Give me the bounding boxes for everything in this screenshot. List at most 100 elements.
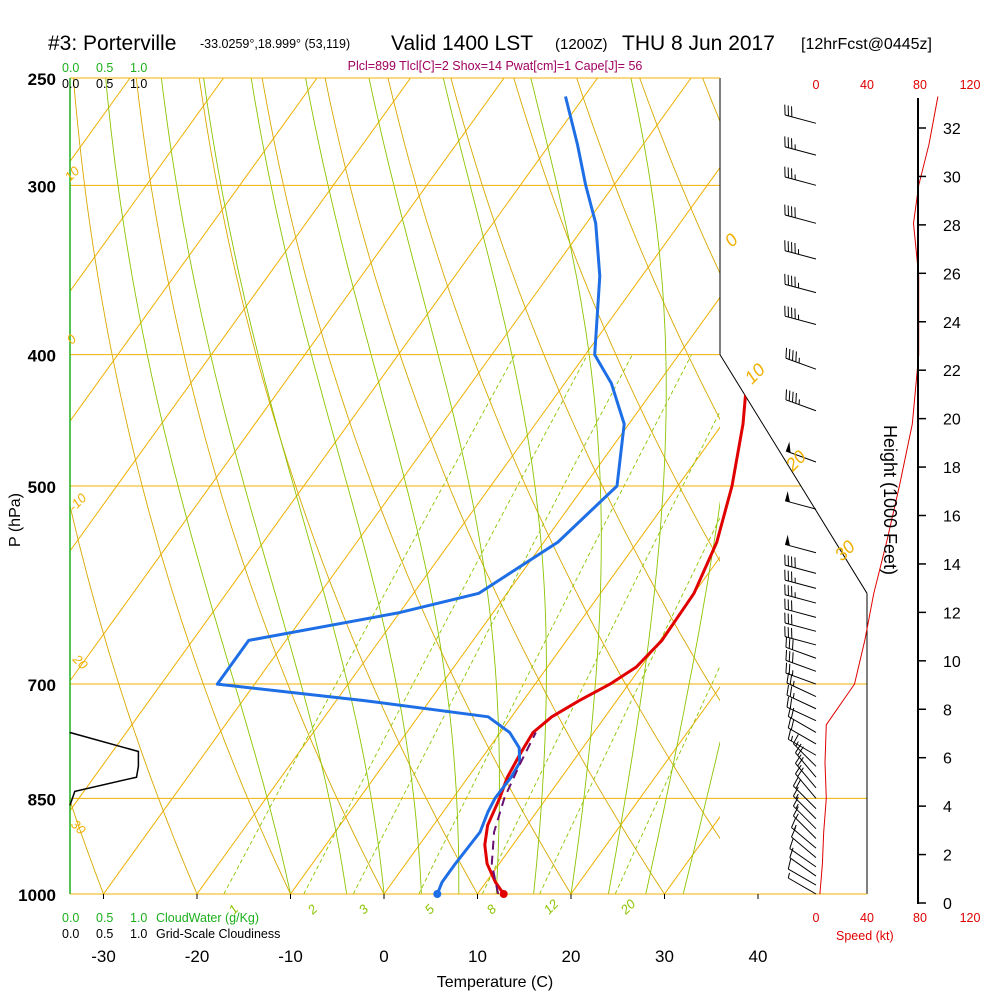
height-tick-label: 14	[943, 557, 961, 574]
adiabat-label: 0	[721, 230, 742, 251]
isotherm-line	[70, 78, 224, 293]
valid-time: Valid 1400 LST	[391, 32, 533, 55]
barb-full	[792, 796, 799, 807]
y-tick-label: 700	[28, 676, 56, 695]
cloudiness-scale-bottom: 0.5	[96, 927, 113, 941]
barb-half	[790, 735, 794, 742]
height-tick-label: 18	[943, 460, 961, 477]
barb-full	[795, 779, 802, 789]
y-tick-label: 250	[28, 70, 56, 89]
wind-barb	[792, 796, 817, 830]
barb-staff	[793, 743, 817, 767]
barb-full	[792, 806, 799, 817]
grid-clipped	[0, 78, 1000, 894]
barb-full	[789, 674, 793, 685]
barb-staff	[795, 752, 817, 778]
moist-adiabat	[203, 78, 385, 894]
speed-scale-bottom: 40	[860, 911, 874, 925]
speed-scale-bottom: 0	[813, 911, 820, 925]
barb-staff	[785, 357, 817, 370]
speed-scale-top: 80	[913, 78, 927, 92]
mixing-ratio-label: 12	[541, 896, 562, 917]
wind-barb	[785, 662, 817, 685]
wind-barb	[787, 858, 817, 886]
wind-barb	[791, 817, 817, 849]
barb-staff	[784, 146, 817, 156]
moist-adiabat	[607, 78, 667, 894]
moist-adiabat	[682, 740, 720, 894]
cloudiness-scale-bottom: 0.0	[62, 927, 79, 941]
height-tick-label: 20	[943, 412, 961, 429]
wind-barb	[785, 389, 817, 412]
cloudwater-label: CloudWater (g/Kg)	[156, 911, 259, 925]
barb-full	[791, 817, 797, 828]
isotherm-line	[852, 78, 1000, 894]
wind-barb	[784, 305, 817, 325]
barb-half	[792, 680, 795, 687]
panel-diagonal	[719, 354, 868, 594]
barb-staff	[784, 315, 817, 325]
barb-staff	[785, 450, 817, 463]
speed-scale-top: 40	[860, 78, 874, 92]
cloudwater-scale-bottom: 0.0	[62, 911, 79, 925]
wind-barb	[784, 240, 817, 260]
wind-barb	[791, 827, 817, 858]
barb-full	[788, 638, 791, 649]
height-tick-label: 2	[943, 848, 952, 865]
barb-staff	[793, 795, 817, 820]
barb-full	[790, 719, 795, 730]
barb-full	[785, 662, 788, 674]
wind-barb	[784, 554, 817, 574]
dry-adiabat	[387, 78, 720, 840]
grid-layer	[0, 77, 1000, 895]
barb-staff	[793, 815, 817, 839]
dry-adiabat	[450, 78, 720, 702]
station-title: #3: Porterville	[48, 32, 176, 55]
barb-flag	[785, 441, 791, 453]
data-layer	[69, 95, 808, 898]
dry-adiabat	[72, 78, 291, 894]
barb-staff	[793, 805, 817, 830]
mixing-ratio-line	[481, 410, 720, 894]
cloudwater-scale-bottom: 1.0	[130, 911, 147, 925]
wind-barb	[784, 104, 817, 124]
cloudwater-scale-top: 0.0	[62, 61, 79, 75]
barb-staff	[791, 827, 817, 849]
wind-barb	[792, 806, 817, 839]
y-tick-label: 500	[28, 478, 56, 497]
dry-adiabat	[0, 78, 10, 894]
barb-staff	[789, 857, 817, 877]
barb-full	[788, 348, 791, 360]
surface-temperature-dot	[499, 890, 508, 898]
barb-staff	[788, 738, 817, 756]
wind-barb	[792, 776, 817, 809]
barb-staff	[784, 250, 817, 260]
barb-full	[787, 858, 792, 870]
barb-half	[787, 872, 790, 879]
moist-adiabat	[442, 78, 547, 894]
dry-adiabat	[891, 78, 1000, 894]
barb-staff	[788, 716, 817, 733]
cloudiness-profile	[69, 731, 140, 806]
dry-adiabat	[324, 78, 665, 894]
barb-full	[788, 663, 791, 675]
wind-barb	[795, 764, 817, 799]
adiabat-label: 30	[68, 817, 89, 838]
wind-barb	[785, 441, 817, 463]
height-tick-label: 22	[943, 363, 961, 380]
barb-half	[792, 692, 795, 699]
x-tick-label: 0	[379, 947, 388, 966]
x-tick-label: -20	[185, 947, 210, 966]
mixing-ratio-line	[223, 354, 516, 894]
cloudiness-label: Grid-Scale Cloudiness	[156, 927, 280, 941]
barb-staff	[786, 694, 817, 710]
cloudiness-scale-top: 1.0	[130, 77, 147, 91]
y-tick-label: 850	[28, 790, 56, 809]
barb-full	[786, 696, 790, 708]
barb-staff	[786, 682, 817, 697]
barb-half	[795, 813, 799, 819]
speed-scale-bottom: 80	[913, 911, 927, 925]
cloudwater-scale-bottom: 0.5	[96, 911, 113, 925]
dewpoint-line	[215, 96, 626, 894]
